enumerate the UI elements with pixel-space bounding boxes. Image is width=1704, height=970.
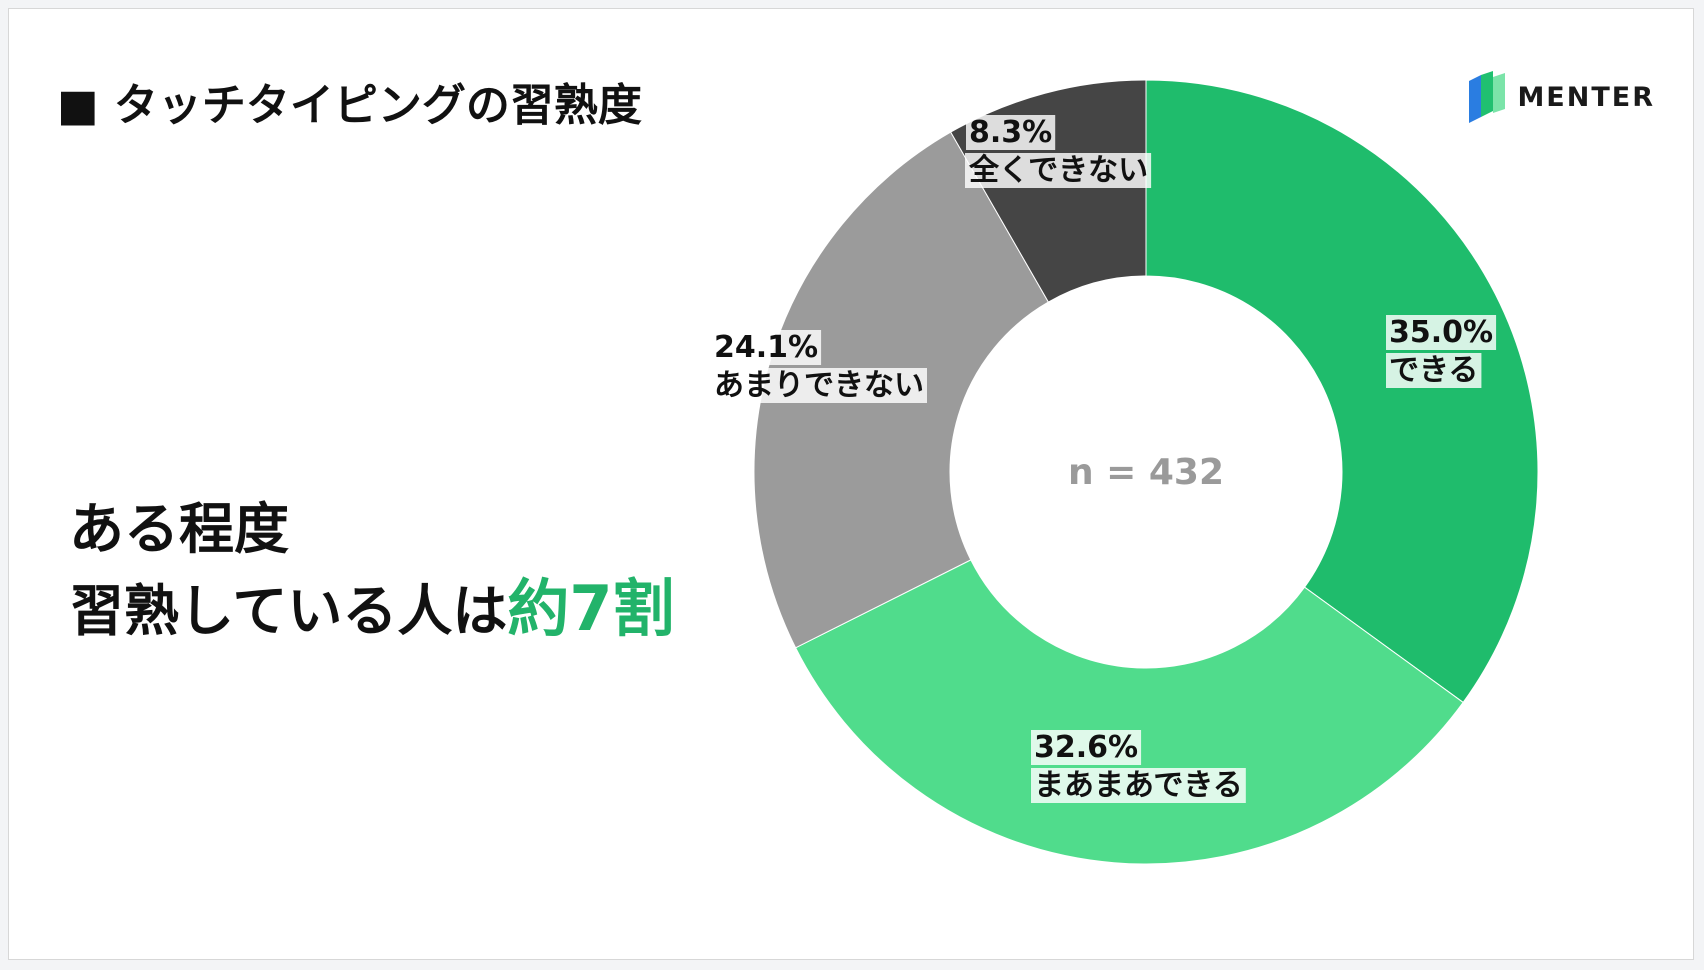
menter-logo-icon [1469,71,1506,123]
slice-label-1: 35.0%できる [1386,315,1497,388]
slice-label-background [711,368,927,403]
slice-label-background [1386,353,1482,388]
slice-label-background [965,153,1152,188]
logo: MENTER [1467,71,1655,123]
headline-line2: 習熟している人は約7割 [69,569,675,651]
slide: ■ タッチタイピングの習熟度 MENTER ある程度 習熟している人は約7割 3… [8,8,1694,960]
slice-value-label: 24.1% [714,330,818,365]
headline: ある程度 習熟している人は約7割 [69,489,675,651]
headline-line1: ある程度 [69,497,290,561]
slice-label-background [1031,768,1246,803]
logo-text: MENTER [1517,81,1655,113]
slice-value-label: 35.0% [1389,315,1493,350]
pie-slice-2 [794,559,1464,865]
slice-label-background [711,330,822,365]
slice-value-label: 32.6% [1034,730,1138,765]
slice-value-label: 8.3% [969,115,1052,150]
headline-line2-prefix: 習熟している人は [69,579,508,643]
headline-highlight: 約7割 [507,572,675,645]
slice-label-3: 24.1%あまりできない [711,330,927,403]
slice-category-label: あまりできない [714,368,924,403]
sample-size-label: n = 432 [1068,452,1224,493]
slice-category-label: できる [1389,353,1478,388]
slice-label-background [1386,315,1497,350]
pie-slice-1 [1145,79,1539,704]
page-title: ■ タッチタイピングの習熟度 [57,80,642,131]
slice-label-background [1031,730,1142,765]
slice-label-background [966,115,1056,150]
donut-chart: 35.0%できる 32.6%まあまあできる 24.1%あまりできない 8.3%全くでき… [711,79,1539,865]
slice-category-label: 全くできない [968,153,1148,188]
slice-label-4: 8.3%全くできない [965,115,1152,188]
slice-label-2: 32.6%まあまあできる [1031,730,1246,803]
slice-category-label: まあまあできる [1034,768,1243,803]
